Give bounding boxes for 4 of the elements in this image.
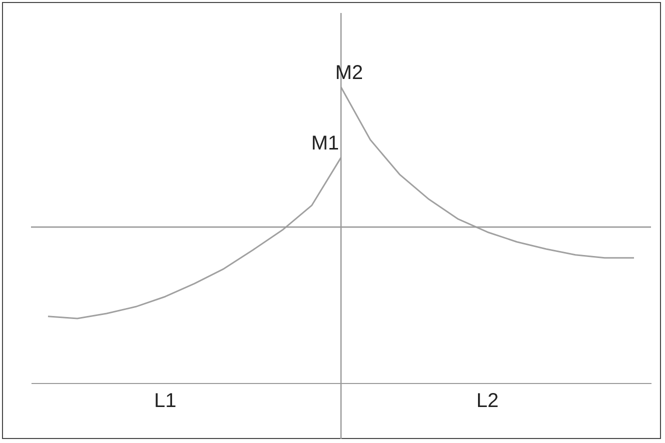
text: L1 (154, 390, 176, 412)
annotation: M1 (311, 132, 339, 155)
text: L2 (476, 390, 499, 412)
text: M2 (335, 62, 363, 84)
